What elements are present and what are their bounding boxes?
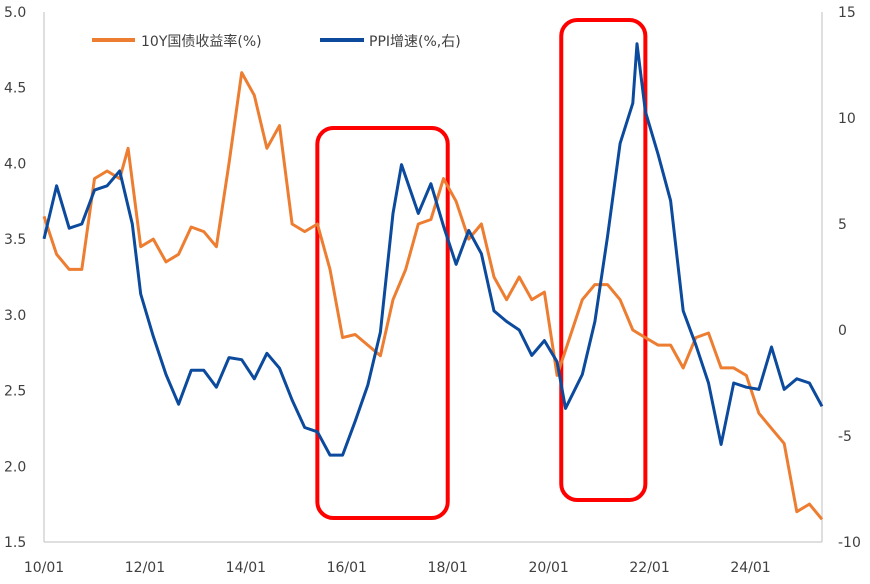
x-tick-label: 18/01: [428, 560, 468, 576]
y-right-tick-label: 0: [838, 323, 847, 339]
y-right-tick-label: -5: [838, 429, 852, 445]
y-left-tick-label: 2.5: [4, 384, 26, 400]
highlight-box: [559, 18, 648, 502]
y-left-tick-label: 4.0: [4, 156, 26, 172]
legend: 10Y国债收益率(%) PPI增速(%,右): [92, 33, 461, 50]
y-right-tick-label: 5: [838, 217, 847, 233]
x-tick-label: 10/01: [24, 560, 64, 576]
x-tick-label: 16/01: [327, 560, 367, 576]
legend-label-yield: 10Y国债收益率(%): [141, 33, 262, 50]
y-right-tick-label: 15: [838, 5, 856, 21]
series-line-ppi: [42, 42, 824, 457]
y-right-tick-label: -10: [838, 535, 861, 551]
y-left-tick-label: 2.0: [4, 459, 26, 475]
x-tick-label: 24/01: [730, 560, 770, 576]
y-left-tick-label: 3.5: [4, 232, 26, 248]
y-left-tick-label: 4.5: [4, 81, 26, 97]
y-left-tick-label: 1.5: [4, 535, 26, 551]
y-right-tick-label: 10: [838, 111, 856, 127]
x-tick-label: 20/01: [528, 560, 568, 576]
x-tick-label: 12/01: [125, 560, 165, 576]
y-left-tick-label: 5.0: [4, 5, 26, 21]
x-tick-label: 14/01: [226, 560, 266, 576]
series-line-yield: [42, 71, 824, 521]
x-tick-label: 22/01: [629, 560, 669, 576]
axes: [43, 12, 823, 543]
highlight-box: [315, 126, 450, 520]
y-left-tick-label: 3.0: [4, 308, 26, 324]
legend-label-ppi: PPI增速(%,右): [369, 34, 461, 50]
